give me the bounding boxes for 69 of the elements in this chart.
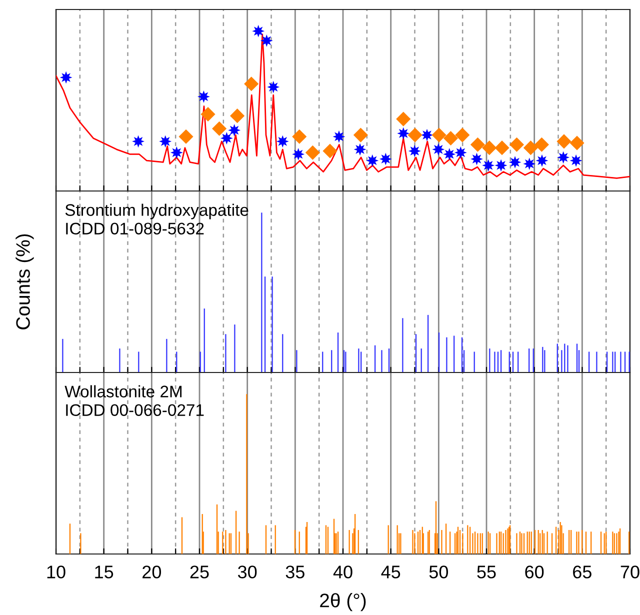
point: [228, 124, 241, 136]
point: [523, 158, 536, 170]
point: [322, 144, 338, 158]
point: [494, 159, 508, 172]
point: [408, 144, 421, 158]
point: [536, 154, 548, 167]
point: [420, 128, 434, 142]
point: [443, 130, 458, 146]
point: [570, 136, 584, 150]
point: [292, 148, 305, 160]
point: [252, 24, 265, 38]
x-tick-label: 65: [573, 566, 592, 578]
point: [178, 129, 194, 144]
point: [482, 159, 495, 172]
x-tick-label: 55: [477, 566, 496, 578]
point: [570, 154, 582, 167]
x-tick-label: 30: [238, 566, 257, 578]
point: [292, 129, 307, 144]
point: [523, 140, 538, 156]
point: [230, 108, 245, 124]
point: [557, 151, 570, 164]
x-tick-label: 60: [525, 566, 544, 578]
point: [220, 132, 233, 144]
point: [396, 112, 411, 126]
point: [354, 143, 366, 156]
point: [212, 121, 227, 136]
point: [454, 146, 467, 159]
x-tick-label: 45: [381, 566, 400, 578]
point: [170, 146, 183, 159]
point: [455, 128, 470, 142]
annotation: Strontium hydroxyapatite ICDD 01-089-5632: [65, 204, 248, 235]
point: [432, 128, 446, 142]
point: [470, 137, 485, 152]
x-tick-label: 20: [142, 566, 162, 578]
point: [159, 135, 172, 148]
point: [508, 156, 522, 168]
point: [200, 106, 216, 122]
point: [305, 145, 320, 160]
x-tick-label: 40: [333, 566, 352, 578]
point: [397, 127, 410, 140]
x-tick-label: 70: [620, 566, 640, 578]
point: [556, 134, 572, 149]
annotation: Wollastonite 2M ICDD 00-066-0271: [64, 385, 204, 416]
point: [198, 90, 210, 103]
point: [132, 135, 144, 148]
point: [366, 154, 379, 167]
point: [432, 143, 445, 156]
point: [260, 34, 273, 47]
point: [276, 135, 289, 148]
point: [534, 137, 549, 152]
point: [482, 140, 497, 156]
point: [470, 152, 483, 166]
point: [379, 152, 392, 166]
point: [244, 76, 259, 92]
point: [332, 130, 346, 143]
point: [494, 140, 510, 156]
x-tick-label: 15: [95, 566, 114, 578]
point: [443, 148, 456, 160]
point: [408, 128, 422, 142]
point: [60, 71, 72, 84]
point: [267, 80, 280, 94]
point: [509, 137, 524, 152]
point: [353, 128, 368, 142]
x-tick-label: 10: [47, 566, 66, 578]
x-tick-label: 35: [286, 566, 304, 578]
y-axis-title: Counts (%): [16, 234, 34, 330]
x-axis-title: 2θ (°): [320, 593, 366, 612]
x-tick-label: 25: [190, 566, 209, 578]
x-tick-label: 50: [429, 566, 448, 578]
